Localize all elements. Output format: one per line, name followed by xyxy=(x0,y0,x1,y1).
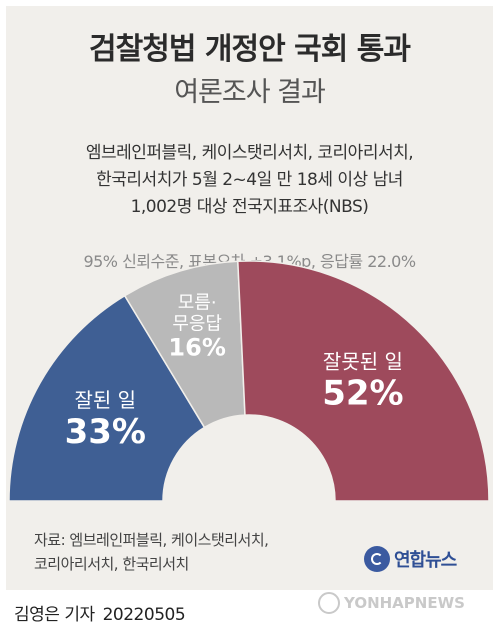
source-line: 자료: 엠브레인퍼블릭, 케이스탯리서치, xyxy=(34,531,269,549)
slice-value-label: 16% xyxy=(168,334,225,362)
source-line: 코리아리서치, 한국리서치 xyxy=(34,555,189,573)
slice-label: 잘못된 일 xyxy=(323,350,403,374)
infographic-card: 검찰청법 개정안 국회 통과 여론조사 결과 엠브레인퍼블릭, 케이스탯리서치,… xyxy=(6,6,493,590)
slice-value-label: 33% xyxy=(65,412,146,452)
description-line: 1,002명 대상 전국지표조사(NBS) xyxy=(130,197,369,217)
description-line: 한국리서치가 5월 2~4일 만 18세 이상 남녀 xyxy=(96,170,403,190)
chart-subtitle: 여론조사 결과 xyxy=(174,77,326,108)
byline: 김영은 기자 20220505 xyxy=(14,600,186,625)
watermark-text: YONHAPNEWS xyxy=(344,594,465,612)
slice-label: 모름· xyxy=(178,293,217,314)
slice-label: 무응답 xyxy=(172,314,222,335)
yonhap-logo-icon xyxy=(364,546,390,572)
slice-label: 잘된 일 xyxy=(74,388,136,412)
survey-description: 엠브레인퍼블릭, 케이스탯리서치, 코리아리서치, 한국리서치가 5월 2~4일… xyxy=(6,140,493,221)
reporter-name: 김영은 기자 xyxy=(14,605,95,625)
chart-title: 검찰청법 개정안 국회 통과 xyxy=(89,32,411,67)
watermark: YONHAPNEWS xyxy=(318,592,465,614)
brand-logo: 연합뉴스 xyxy=(364,546,457,572)
brand-name: 연합뉴스 xyxy=(394,550,457,571)
publish-date: 20220505 xyxy=(102,605,186,625)
slice-value-label: 52% xyxy=(322,374,403,414)
description-line: 엠브레인퍼블릭, 케이스탯리서치, 코리아리서치, xyxy=(85,143,414,163)
watermark-logo-icon xyxy=(318,592,340,614)
slice-2 xyxy=(237,260,490,502)
source-note: 자료: 엠브레인퍼블릭, 케이스탯리서치, 코리아리서치, 한국리서치 xyxy=(34,528,269,576)
